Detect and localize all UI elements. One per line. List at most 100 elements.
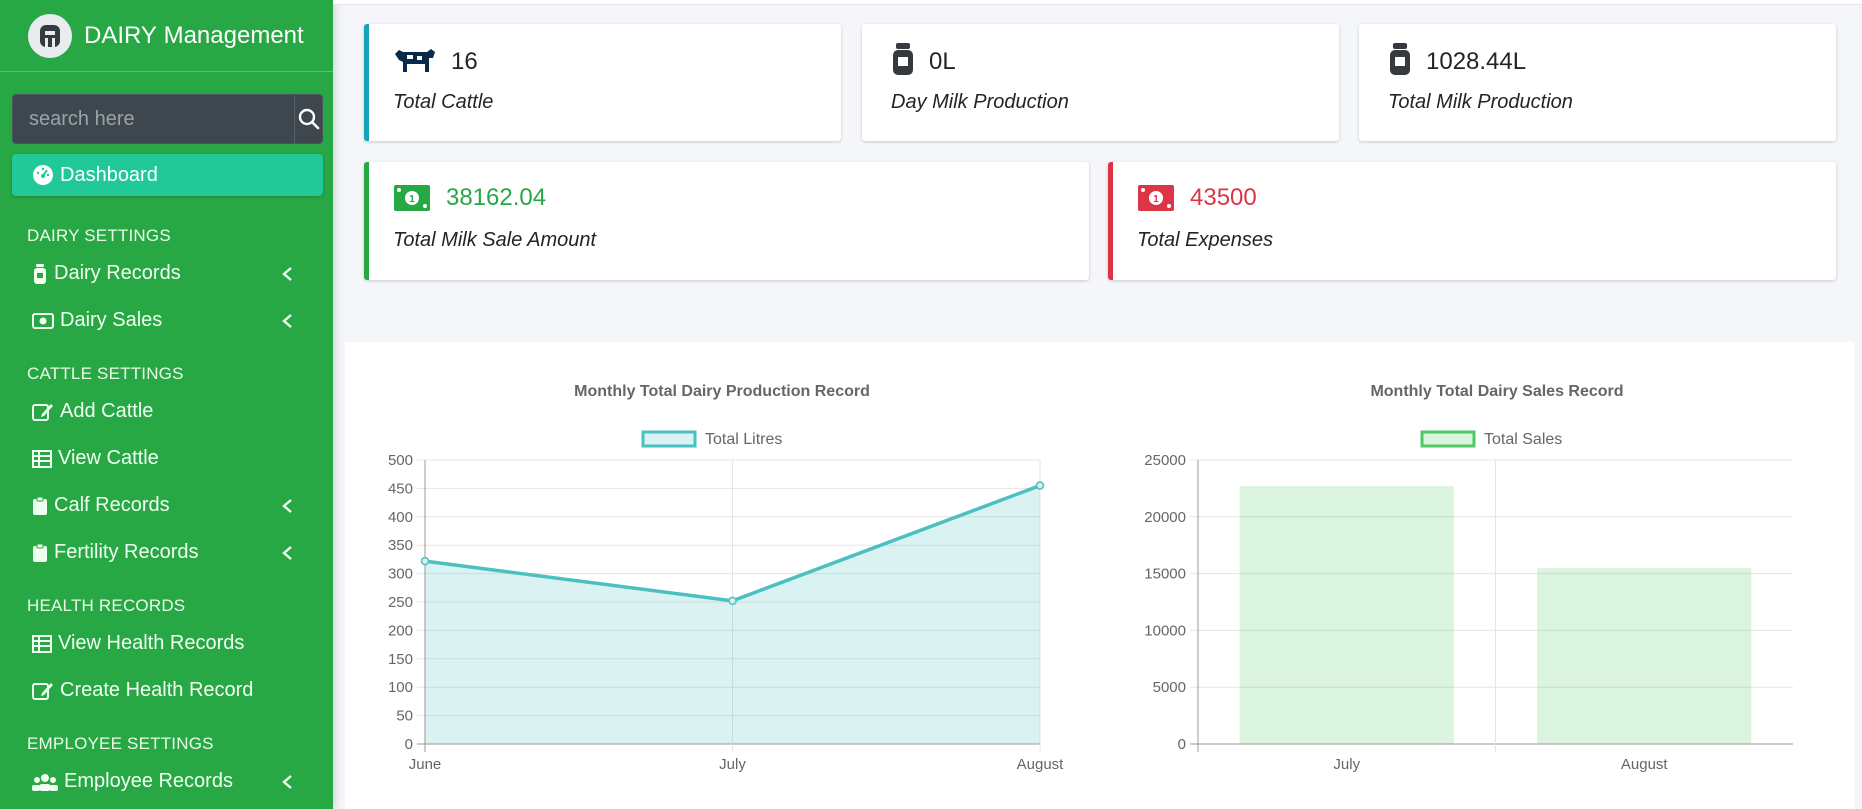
- table-icon: [32, 634, 52, 653]
- nav-item-label: Employee Records: [64, 770, 233, 792]
- y-tick-label: 400: [388, 509, 413, 526]
- card-label: Total Expenses: [1137, 229, 1274, 251]
- bottle-icon: [34, 263, 46, 284]
- nav-item-label: Fertility Records: [54, 541, 199, 563]
- y-tick-label: 150: [388, 651, 413, 668]
- nav-header-employee: EMPLOYEE SETTINGS: [27, 734, 214, 753]
- y-tick-label: 350: [388, 537, 413, 554]
- cow-icon: [395, 49, 435, 72]
- money-bill-icon: 1: [394, 185, 430, 211]
- svg-text:1: 1: [409, 194, 415, 205]
- sidebar: DAIRY Management Dashboard DAIRY SETTING…: [0, 0, 333, 809]
- production-line-chart: Monthly Total Dairy Production Record Tot…: [388, 383, 1065, 773]
- edit-icon: [32, 682, 53, 700]
- nav-item-add-cattle[interactable]: Add Cattle: [0, 388, 333, 435]
- chart-title: Monthly Total Dairy Production Record: [574, 383, 870, 400]
- card-milk-sale[interactable]: 1 38162.04 Total Milk Sale Amount: [364, 162, 1089, 280]
- card-day-milk[interactable]: 0L Day Milk Production: [862, 24, 1339, 141]
- legend-swatch: [1420, 430, 1476, 448]
- nav-item-label: View Health Records: [58, 632, 245, 654]
- brand[interactable]: DAIRY Management: [0, 0, 333, 72]
- nav-item-view-cattle[interactable]: View Cattle: [0, 435, 333, 482]
- card-total-milk[interactable]: 1028.44L Total Milk Production: [1359, 24, 1836, 141]
- card-value: 16: [451, 48, 478, 75]
- nav-item-create-health-record[interactable]: Create Health Record: [0, 667, 333, 714]
- y-tick-label: 50: [396, 708, 413, 725]
- y-tick-label: 0: [405, 736, 413, 753]
- chevron-left-icon: [282, 313, 292, 328]
- brand-logo-icon: [28, 13, 72, 58]
- y-tick-label: 0: [1178, 736, 1186, 753]
- bar: [1239, 486, 1454, 744]
- nav-item-label: Dairy Sales: [60, 309, 163, 331]
- card-label: Total Milk Production: [1388, 91, 1573, 113]
- nav-item-label: Calf Records: [54, 494, 170, 516]
- search-box: [12, 94, 323, 144]
- nav-item-calf-records[interactable]: Calf Records: [0, 482, 333, 529]
- clipboard-icon: [33, 496, 47, 515]
- nav-item-dairy-sales[interactable]: Dairy Sales: [0, 297, 333, 344]
- x-tick-label: July: [719, 756, 746, 773]
- nav-header-health: HEALTH RECORDS: [27, 596, 186, 615]
- nav-header-dairy: DAIRY SETTINGS: [27, 226, 171, 245]
- x-tick-label: August: [1621, 756, 1669, 773]
- card-total-cattle[interactable]: 16 Total Cattle: [364, 24, 841, 141]
- search-icon: [298, 108, 319, 130]
- chart-title: Monthly Total Dairy Sales Record: [1370, 383, 1623, 400]
- clipboard-icon: [33, 543, 47, 562]
- svg-text:1: 1: [1153, 194, 1159, 205]
- card-value: 1028.44L: [1426, 48, 1527, 75]
- chevron-left-icon: [282, 266, 292, 281]
- x-tick-label: June: [409, 756, 442, 773]
- y-tick-label: 20000: [1144, 509, 1186, 526]
- y-tick-label: 200: [388, 622, 413, 639]
- card-value: 38162.04: [446, 184, 547, 211]
- nav-item-view-health-records[interactable]: View Health Records: [0, 620, 333, 667]
- bottle-icon: [1390, 43, 1410, 75]
- y-tick-label: 500: [388, 452, 413, 469]
- y-tick-label: 5000: [1153, 679, 1186, 696]
- nav-item-label: Create Health Record: [60, 679, 254, 701]
- legend-swatch: [641, 430, 697, 448]
- y-tick-label: 10000: [1144, 622, 1186, 639]
- nav-item-label: Dairy Records: [54, 262, 181, 284]
- card-value: 43500: [1190, 184, 1257, 211]
- x-tick-label: July: [1333, 756, 1360, 773]
- card-label: Total Cattle: [393, 91, 494, 113]
- data-point: [420, 556, 430, 566]
- charts-panel: Monthly Total Dairy Production Record Tot…: [345, 342, 1854, 809]
- y-tick-label: 450: [388, 480, 413, 497]
- sales-bar-chart: Monthly Total Dairy Sales Record Total Sa…: [1144, 383, 1793, 773]
- users-icon: [32, 773, 58, 791]
- search-input[interactable]: [13, 95, 294, 143]
- series-area: [425, 485, 1040, 744]
- tachometer-icon: [33, 165, 53, 185]
- search-button[interactable]: [294, 95, 322, 143]
- nav-item-label: View Cattle: [58, 447, 159, 469]
- y-tick-label: 25000: [1144, 452, 1186, 469]
- brand-title: DAIRY Management: [84, 21, 304, 49]
- legend-label: Total Litres: [705, 431, 782, 448]
- x-tick-label: August: [1017, 756, 1065, 773]
- nav-item-employee-records[interactable]: Employee Records: [0, 758, 333, 805]
- chevron-left-icon: [282, 774, 292, 789]
- card-expenses[interactable]: 1 43500 Total Expenses: [1108, 162, 1836, 280]
- y-tick-label: 300: [388, 566, 413, 583]
- data-point: [728, 596, 737, 606]
- card-label: Day Milk Production: [891, 91, 1069, 113]
- edit-icon: [32, 403, 53, 421]
- table-icon: [32, 449, 52, 468]
- nav-item-fertility-records[interactable]: Fertility Records: [0, 529, 333, 576]
- bottle-icon: [893, 43, 913, 75]
- chevron-left-icon: [282, 498, 292, 513]
- chevron-left-icon: [282, 545, 292, 560]
- nav-dashboard-label: Dashboard: [60, 163, 158, 186]
- y-tick-label: 15000: [1144, 566, 1186, 583]
- nav-item-dairy-records[interactable]: Dairy Records: [0, 250, 333, 297]
- top-navbar: [333, 0, 1862, 5]
- nav-header-cattle: CATTLE SETTINGS: [27, 364, 184, 383]
- data-point: [1035, 481, 1045, 490]
- card-value: 0L: [929, 48, 956, 75]
- nav-dashboard[interactable]: Dashboard: [12, 154, 323, 196]
- y-tick-label: 100: [388, 679, 413, 696]
